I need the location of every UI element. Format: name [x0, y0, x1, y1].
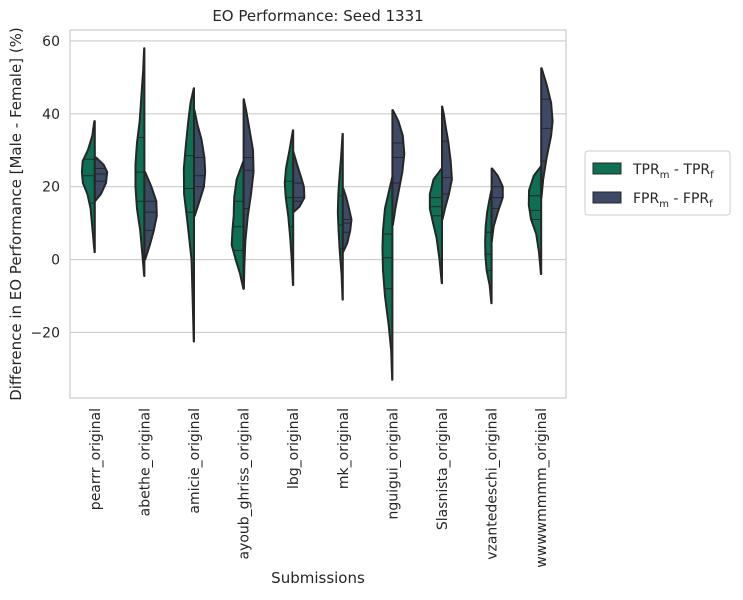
x-tick-label: vzantedeschi_original: [485, 408, 501, 560]
x-tick-label: nguigui_original: [385, 408, 401, 520]
x-tick-label: wwwwmmmm_original: [534, 408, 550, 568]
x-tick-label: Slasnista_original: [435, 408, 451, 530]
x-tick-label: pearrr_original: [88, 408, 104, 510]
legend: TPRm - TPRf FPRm - FPRf: [584, 150, 731, 216]
y-tick-label: −20: [30, 325, 60, 341]
violin-tpr-lbg_original: [283, 129, 295, 287]
violin-fpr-ayoub_ghriss_original: [242, 98, 255, 290]
legend-swatch-tpr: [592, 162, 622, 175]
y-tick-label: 20: [42, 180, 60, 196]
violin-fpr-abethe_original: [143, 171, 158, 261]
chart-title: EO Performance: Seed 1331: [212, 7, 423, 25]
x-tick-label: mk_original: [336, 408, 352, 489]
x-axis-label: Submissions: [271, 569, 365, 587]
y-tick-label: 40: [42, 107, 60, 123]
violin-fpr-Slasnista_original: [441, 105, 453, 221]
x-tick-label: ayoub_ghriss_original: [237, 408, 253, 560]
x-tick-label: abethe_original: [137, 408, 153, 516]
x-tick-label: amicie_original: [187, 408, 203, 514]
violin-fpr-wwwwmmmm_original: [540, 67, 554, 199]
violin-tpr-amicie_original: [182, 87, 195, 343]
y-axis-label: Difference in EO Performance [Male - Fem…: [7, 27, 25, 401]
violin-tpr-pearrr_original: [80, 120, 96, 254]
plot-frame: [69, 29, 567, 399]
legend-label-fpr: FPRm - FPRf: [633, 191, 713, 210]
violin-tpr-mk_original: [336, 132, 344, 301]
y-tick-label: 0: [51, 253, 60, 269]
violin-fpr-nguigui_original: [391, 109, 406, 226]
violin-fpr-mk_original: [341, 187, 353, 254]
x-tick-label: lbg_original: [286, 408, 302, 489]
violin-tpr-abethe_original: [134, 47, 146, 277]
legend-label-tpr: TPRm - TPRf: [632, 162, 714, 181]
y-tick-label: 60: [42, 34, 60, 50]
legend-swatch-fpr: [592, 191, 622, 204]
